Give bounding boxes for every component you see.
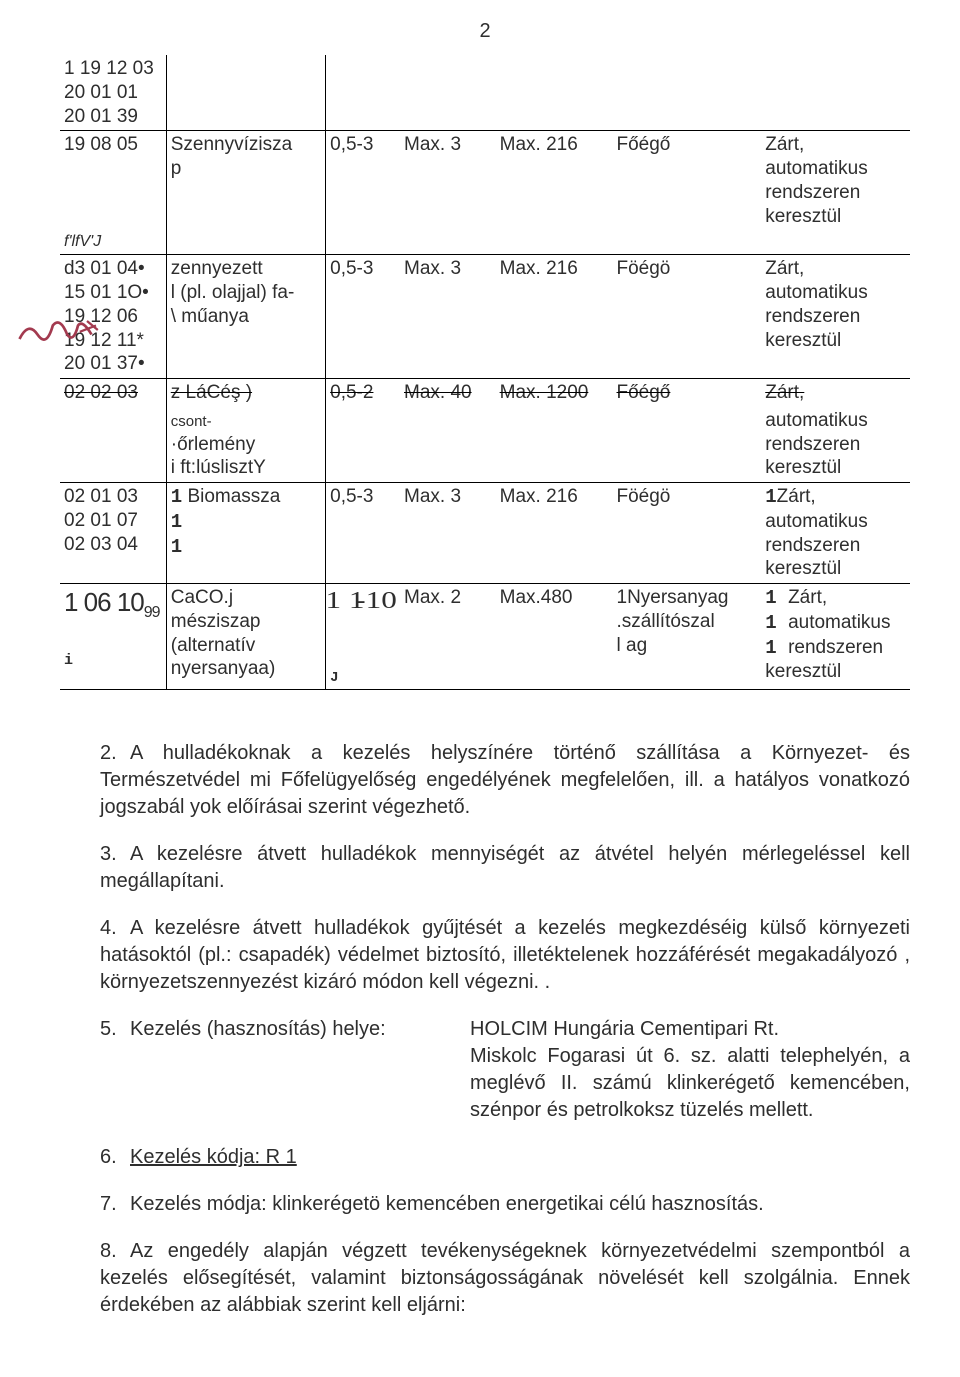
strike-sub: csont- ·őrlemény i ft:lúslisztY — [166, 407, 325, 483]
val: Zárt, automatikus rendszeren keresztül — [761, 255, 910, 379]
para-5: 5.Kezelés (hasznosítás) helye: HOLCIM Hu… — [60, 1016, 910, 1124]
val: Zárt, automatikus rendszeren keresztül — [761, 131, 910, 231]
val: Főégő — [613, 379, 762, 407]
name-biomassza: 1 Biomassza 1 1 — [166, 483, 325, 584]
codes-biomassza: 02 01 03 02 01 07 02 03 04 — [60, 483, 166, 584]
handwriting-mark — [15, 310, 105, 350]
val: Föégö — [613, 255, 762, 379]
val: Föégö — [613, 483, 762, 584]
name-caco: CaCO.j mésziszap (alternatív nyersanyaa) — [166, 584, 325, 690]
code-strike: 02 02 03 — [60, 379, 166, 407]
val: Max. 40 — [400, 379, 496, 407]
val: Max.480 — [496, 584, 613, 690]
val: 1Nyersanyag .szállítószal l ag — [613, 584, 762, 690]
val: Főégő — [613, 131, 762, 231]
val: Max. 2 — [400, 584, 496, 690]
val: Max. 216 — [496, 131, 613, 231]
val: 1 Zárt, 1 automatikus 1 rendszeren keres… — [761, 584, 910, 690]
code-caco: 1 06 1099 i — [60, 584, 166, 690]
data-table: 1 19 12 03 20 01 01 20 01 39 19 08 05 Sz… — [60, 55, 910, 690]
val: Max. 3 — [400, 255, 496, 379]
para-7: 7.Kezelés módja: klinkerégetö kemencében… — [60, 1191, 910, 1218]
para-8: 8.Az engedély alapján végzett tevékenysé… — [60, 1238, 910, 1319]
val: 0,5-3 — [326, 131, 400, 231]
name-szennyviziszap: Szennyvízisza p — [166, 131, 325, 231]
fuzzy-text: f'lfV'J — [60, 230, 166, 255]
val: Max. 216 — [496, 255, 613, 379]
para-6: 6.Kezelés kódja: R 1 — [60, 1144, 910, 1171]
val: Max. 1200 — [496, 379, 613, 407]
para-2: 2.A hulladékoknak a kezelés helyszínére … — [60, 740, 910, 821]
val: 1Zárt, automatikus rendszeren keresztül — [761, 483, 910, 584]
val: 0,5-3 — [326, 483, 400, 584]
val: 1 1-10 J — [326, 584, 400, 690]
val: Max. 3 — [400, 131, 496, 231]
code-stack-top: 1 19 12 03 20 01 01 20 01 39 — [60, 55, 166, 131]
name-strike: z LáCéş ) — [166, 379, 325, 407]
val: 0,5-3 — [326, 255, 400, 379]
val: 0,5-2 — [326, 379, 400, 407]
val: Max. 216 — [496, 483, 613, 584]
val: Max. 3 — [400, 483, 496, 584]
name-szennyezett: zennyezett l (pl. olajjal) fa- \ műanya — [166, 255, 325, 379]
page-number: 2 — [60, 20, 910, 43]
code-190805: 19 08 05 — [60, 131, 166, 231]
para-3: 3.A kezelésre átvett hulladékok mennyisé… — [60, 841, 910, 895]
val: Zárt, — [761, 379, 910, 407]
para-4: 4.A kezelésre átvett hulladékok gyűjtésé… — [60, 915, 910, 996]
val: automatikus rendszeren keresztül — [761, 407, 910, 483]
